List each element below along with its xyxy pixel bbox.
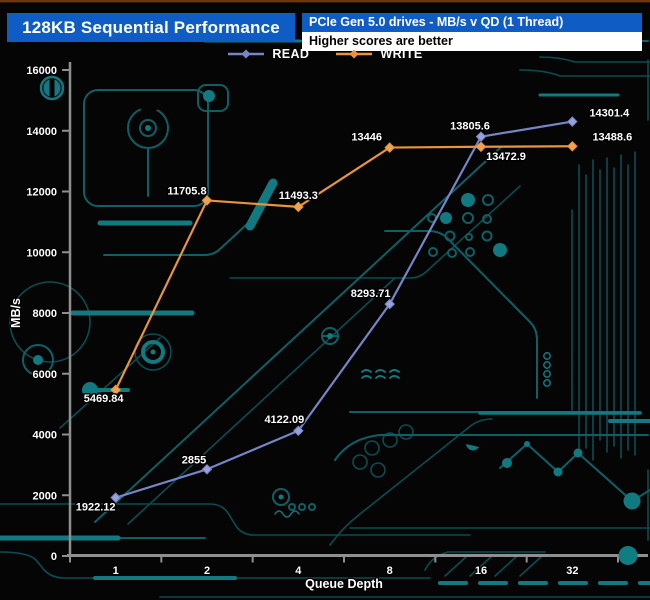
- chart-note-banner: Higher scores are better: [302, 32, 642, 51]
- data-point-write-qd16[interactable]: [475, 141, 487, 153]
- data-point-read-qd32[interactable]: [567, 116, 578, 127]
- chart-subtitle-banner: PCIe Gen 5.0 drives - MB/s v QD (1 Threa…: [302, 13, 642, 32]
- circuit-pads: [33, 79, 641, 510]
- data-point-write-qd2[interactable]: [201, 195, 213, 206]
- legend-item-write[interactable]: WRITE: [335, 47, 422, 61]
- data-point-read-qd4[interactable]: [293, 425, 304, 437]
- y-axis-title: MB/s: [9, 298, 23, 328]
- y-tick-label: 8000: [33, 308, 57, 320]
- data-point-read-qd8[interactable]: [384, 298, 395, 310]
- circuit-ball-decoration: [618, 546, 638, 565]
- data-point-write-qd32[interactable]: [567, 140, 578, 152]
- x-tick-label: 2: [204, 565, 210, 577]
- data-point-write-qd8[interactable]: [384, 142, 395, 153]
- data-point-label: 4122.09: [264, 414, 304, 426]
- x-tick-label: 4: [295, 565, 302, 577]
- plot-area: 0 2000 4000 6000 8000 10000 12000 14000 16000 1 2 4…: [8, 62, 648, 592]
- chart-legend: READ WRITE: [0, 47, 650, 61]
- data-point-read-qd2[interactable]: [201, 463, 213, 475]
- y-tick-label: 4000: [33, 430, 57, 442]
- data-point-label: 5469.84: [84, 393, 125, 405]
- chart-title-banner: 128KB Sequential Performance: [7, 13, 295, 42]
- y-tick-label: 10000: [26, 247, 57, 259]
- data-point-label: 14301.4: [589, 108, 630, 120]
- chart-note: Higher scores are better: [309, 34, 453, 48]
- series-line-write: [114, 145, 573, 391]
- data-point-label: 2855: [182, 454, 206, 466]
- legend-marker-icon: [228, 49, 265, 59]
- x-axis-title: Queue Depth: [305, 577, 383, 591]
- chart-title: 128KB Sequential Performance: [22, 17, 280, 37]
- data-point-label: 13488.6: [592, 131, 632, 143]
- y-tick-label: 6000: [33, 369, 57, 381]
- x-tick-label: 16: [475, 565, 487, 577]
- legend-label: WRITE: [380, 47, 423, 61]
- top-copper-trace: [0, 0, 650, 3]
- data-point-label: 13472.9: [486, 151, 526, 163]
- y-tick-label: 16000: [26, 65, 57, 77]
- legend-marker-icon: [336, 49, 373, 59]
- data-point-label: 11493.3: [279, 190, 318, 202]
- x-tick-label: 1: [113, 565, 119, 577]
- x-tick-label: 32: [566, 565, 578, 577]
- y-tick-label: 2000: [33, 490, 57, 502]
- series-line-read: [115, 120, 573, 499]
- data-point-read-qd1[interactable]: [110, 492, 121, 503]
- data-point-write-qd1[interactable]: [110, 384, 121, 396]
- data-point-write-qd4[interactable]: [293, 201, 304, 213]
- chart-subtitle: PCIe Gen 5.0 drives - MB/s v QD (1 Threa…: [309, 15, 564, 29]
- y-tick-label: 0: [51, 551, 57, 563]
- data-point-label: 13805.6: [450, 121, 490, 133]
- legend-item-read[interactable]: READ: [227, 47, 309, 61]
- y-tick-label: 14000: [26, 126, 57, 138]
- data-point-read-qd16[interactable]: [475, 131, 487, 142]
- x-tick-label: 8: [387, 565, 393, 577]
- legend-label: READ: [272, 47, 310, 61]
- data-point-label: 1922.12: [76, 502, 116, 514]
- data-point-label: 8293.71: [351, 288, 391, 300]
- data-point-label: 11705.8: [167, 185, 206, 197]
- data-point-label: 13446: [351, 132, 382, 144]
- y-tick-label: 12000: [26, 187, 57, 199]
